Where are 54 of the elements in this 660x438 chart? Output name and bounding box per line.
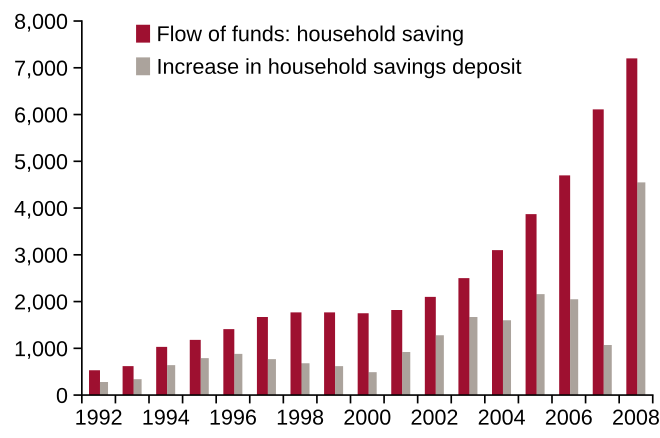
bar [122, 366, 134, 396]
y-tick-label: 2,000 [15, 294, 68, 312]
bar [89, 370, 100, 396]
bar [559, 175, 570, 396]
bar [190, 340, 201, 396]
bar [156, 346, 168, 396]
bar [458, 278, 470, 396]
bar [592, 109, 604, 396]
y-tick-label: 0 [56, 388, 68, 404]
legend-label: Flow of funds: household saving [158, 26, 463, 46]
bar [100, 382, 108, 396]
x-tick-label: 1998 [278, 410, 324, 425]
bar [536, 294, 545, 396]
bar [424, 296, 436, 396]
y-tick-label: 4,000 [14, 200, 68, 219]
bar [469, 316, 478, 396]
x-tick-label: 2002 [412, 410, 458, 425]
bar [290, 312, 302, 396]
y-tick-label: 6,000 [15, 107, 68, 126]
bar [391, 310, 402, 396]
y-tick-label: 8,000 [15, 14, 68, 32]
bar [268, 359, 276, 396]
x-tick-label: 2004 [478, 410, 525, 425]
bar [526, 214, 537, 396]
x-tick-label: 2006 [546, 410, 592, 425]
bar [301, 363, 310, 396]
bar [368, 372, 377, 396]
x-tick-label: 2000 [344, 410, 390, 425]
y-tick-label: 1,000 [16, 341, 68, 359]
bar [134, 379, 142, 396]
bar [335, 366, 344, 396]
bar [436, 335, 444, 396]
bar [324, 312, 336, 396]
bar [492, 250, 503, 396]
bar [502, 320, 512, 396]
x-tick-label: 2008 [613, 410, 659, 425]
bar [626, 58, 638, 396]
bar [604, 345, 612, 396]
bar [234, 354, 242, 396]
bar [256, 316, 268, 396]
bar [637, 182, 646, 396]
legend-label: Increase in household savings deposit [158, 58, 522, 78]
x-tick-label: 1996 [210, 410, 256, 425]
y-tick-label: 5,000 [14, 154, 68, 172]
bar [200, 358, 209, 396]
bar [358, 313, 369, 396]
bar [570, 299, 578, 396]
y-tick-label: 3,000 [14, 248, 68, 266]
x-tick-label: 1992 [76, 410, 122, 425]
x-tick-label: 1994 [143, 410, 190, 425]
y-tick-label: 7,000 [15, 60, 68, 78]
bar [402, 352, 410, 396]
bar [167, 365, 176, 396]
bar [223, 329, 234, 396]
